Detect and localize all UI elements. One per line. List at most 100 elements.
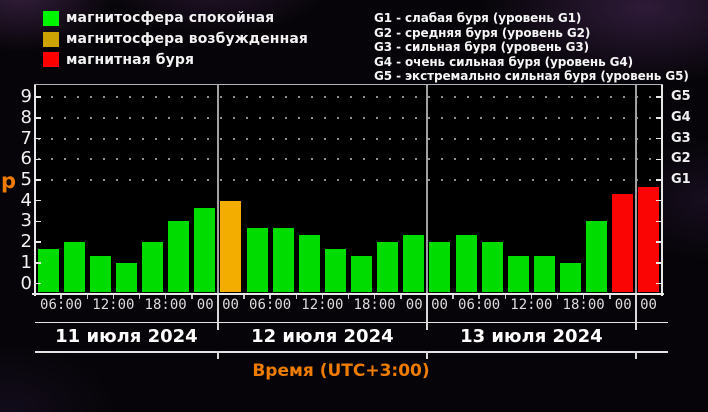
x-minor-tick xyxy=(243,294,245,299)
g-scale-label: G5 xyxy=(671,89,691,105)
y-tick-left xyxy=(35,282,41,285)
y-tick-left xyxy=(35,241,41,243)
y-tick-left xyxy=(35,158,41,161)
y-tick-right xyxy=(655,199,661,202)
y-tick-label: 4 xyxy=(20,189,32,211)
grid-line xyxy=(38,116,660,119)
g-scale-label: G3 xyxy=(671,130,691,146)
x-minor-tick xyxy=(556,294,559,299)
x-minor-tick xyxy=(373,294,376,299)
y-tick-label: 9 xyxy=(20,86,32,108)
date-band-tick-top xyxy=(217,321,219,330)
y-tick-right xyxy=(655,179,661,181)
x-minor-tick-inner xyxy=(321,286,324,293)
quiet-color-swatch xyxy=(43,10,59,26)
y-tick-left xyxy=(35,137,41,140)
y-tick-label: 0 xyxy=(20,272,32,294)
storm-level-line: G1 - слабая буря (уровень G1) xyxy=(374,11,582,25)
storm-color-swatch xyxy=(43,52,59,68)
g-scale-label: G1 xyxy=(671,172,691,187)
kp-bar xyxy=(220,200,242,293)
x-minor-tick xyxy=(295,294,297,299)
grid-line xyxy=(38,96,660,99)
x-axis-label: Время (UTC+3:00) xyxy=(252,361,430,381)
y-axis-line-left xyxy=(33,83,36,296)
storm-level-line: G4 - очень сильная буря (уровень G4) xyxy=(374,54,634,69)
day-separator xyxy=(217,84,219,294)
date-label: 11 июля 2024 xyxy=(55,326,198,347)
x-minor-tick-inner xyxy=(373,286,376,293)
y-tick-right xyxy=(655,262,661,264)
y-tick-label: 8 xyxy=(20,106,32,128)
date-band-top-line xyxy=(35,321,668,323)
date-band-tick-top xyxy=(635,321,637,330)
kp-bar xyxy=(272,228,294,293)
day-separator xyxy=(635,84,637,294)
y-tick-left xyxy=(35,220,41,223)
grid-line xyxy=(38,137,660,140)
x-tick-label: 12:00 xyxy=(510,297,553,313)
y-tick-label: 5 xyxy=(20,169,32,190)
g-scale-label: G2 xyxy=(671,151,691,167)
x-minor-tick-inner xyxy=(112,286,115,293)
x-minor-tick xyxy=(347,294,350,299)
kp-bar xyxy=(89,255,111,293)
day-boundary-tick xyxy=(426,294,428,322)
excited-color-swatch xyxy=(43,31,59,47)
x-minor-tick xyxy=(478,294,480,299)
x-minor-tick-inner xyxy=(138,286,141,293)
y-tick-label: 6 xyxy=(20,148,32,170)
x-tick-label: 12:00 xyxy=(301,297,344,313)
date-label: 13 июля 2024 xyxy=(460,326,603,347)
kp-bar xyxy=(63,242,85,293)
kp-bar xyxy=(194,207,216,293)
y-axis-label: p xyxy=(1,169,17,193)
x-tick-label: 06:00 xyxy=(40,297,83,313)
kp-bar xyxy=(168,221,190,293)
kp-bar xyxy=(403,235,425,293)
y-tick-right xyxy=(655,158,661,161)
y-tick-label: 7 xyxy=(20,127,32,149)
x-minor-tick-inner xyxy=(478,286,481,293)
date-band-tick-bottom xyxy=(635,351,637,359)
x-axis-line xyxy=(32,292,664,295)
x-minor-tick xyxy=(400,294,402,299)
y-tick-right xyxy=(655,282,661,285)
y-tick-right xyxy=(655,96,661,98)
date-label: 12 июля 2024 xyxy=(251,326,394,347)
day-boundary-tick xyxy=(217,294,219,322)
x-minor-tick xyxy=(60,294,62,299)
x-minor-tick-inner xyxy=(60,286,63,293)
magnetosphere-status-legend: магнитосфера спокойная магнитосфера возбу… xyxy=(43,8,308,70)
legend-item: магнитосфера спокойная xyxy=(43,8,308,29)
y-tick-label: 2 xyxy=(20,231,32,253)
x-minor-tick xyxy=(321,294,324,299)
legend-item: магнитная буря xyxy=(43,49,308,70)
date-band-bottom-line xyxy=(35,351,668,353)
kp-bar xyxy=(324,248,346,293)
legend-item-label: магнитосфера спокойная xyxy=(66,10,275,27)
x-minor-tick-inner xyxy=(243,286,245,293)
x-tick-label: 18:00 xyxy=(353,297,396,313)
kp-bar xyxy=(351,255,373,293)
x-minor-tick xyxy=(269,294,271,299)
y-tick-left xyxy=(35,179,41,181)
y-tick-label: 3 xyxy=(20,210,32,232)
x-minor-tick xyxy=(452,294,454,299)
y-tick-left xyxy=(35,117,41,119)
x-minor-tick xyxy=(164,294,167,299)
x-tick-label: 06:00 xyxy=(249,297,292,313)
kp-bar xyxy=(377,242,399,293)
storm-level-legend: G1 - слабая буря (уровень G1) G2 - средня… xyxy=(374,11,689,84)
legend-item-label: магнитная буря xyxy=(66,51,195,68)
x-minor-tick-inner xyxy=(86,286,89,293)
x-minor-tick-inner xyxy=(582,286,585,293)
x-minor-tick-inner xyxy=(399,286,402,293)
g-scale-label: G4 xyxy=(671,109,691,125)
y-tick-label: 1 xyxy=(20,251,32,273)
kp-bar xyxy=(246,228,268,293)
kp-bar xyxy=(455,235,477,293)
x-minor-tick-inner xyxy=(530,286,533,293)
kp-bar xyxy=(298,235,320,293)
plot-background xyxy=(35,84,662,294)
